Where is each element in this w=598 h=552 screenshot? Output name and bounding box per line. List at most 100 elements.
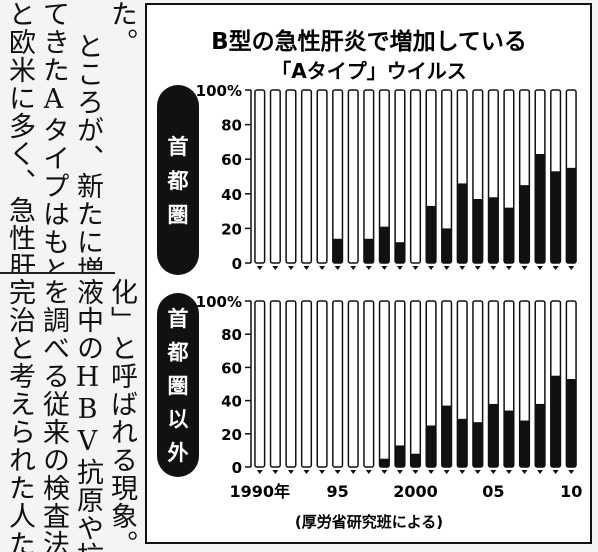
bar-outline [286,90,296,263]
y-tick-label: 40 [221,186,242,204]
bar-base-marker [490,470,496,474]
panel-label-char: 圏 [168,374,189,398]
bar-base-marker [366,470,372,474]
bar-base-marker [506,470,512,474]
bar-fill [504,208,514,263]
bar-base-marker [257,266,263,270]
bar-base-marker [397,470,403,474]
bar-base-marker [319,470,325,474]
bar-outline [317,301,327,467]
bar-base-marker [537,266,543,270]
bar-outline [333,301,343,467]
bar-base-marker [350,266,356,270]
bar-outline [364,301,374,467]
bar-base-marker [522,470,528,474]
bar-outline [348,301,358,467]
bar-base-marker [413,470,419,474]
bar-base-marker [304,266,310,270]
bar-base-marker [522,266,528,270]
y-tick-label: 0 [232,459,242,477]
bar-fill [551,171,561,263]
article-divider [0,272,115,274]
chart-source-note: (厚労省研究班による) [295,513,443,531]
bar-outline [333,90,343,263]
bar-fill [520,185,530,263]
chart-frame: B型の急性肝炎で増加している 「Aタイプ」ウイルス 首都圏 0 20 40 60 80 10… [145,3,592,544]
bar-base-marker [506,266,512,270]
bar-outline [411,90,421,263]
bar-base-marker [366,266,372,270]
bar-fill [489,197,499,263]
bar-outline [286,301,296,467]
bar-fill [395,445,405,467]
panel-label-char: 外 [168,441,189,465]
chart-title: B型の急性肝炎で増加している [211,28,527,55]
panel-label-char: 都 [167,341,189,365]
bar-outline [271,90,281,263]
x-tick-label: 1990年 [230,482,291,501]
bar-base-marker [444,266,450,270]
bar-base-marker [397,266,403,270]
bar-outline [395,301,405,467]
bar-fill [426,426,436,468]
panel-label-char: 首 [168,307,189,331]
bar-fill [442,406,452,467]
bar-outline [317,90,327,263]
x-tick-label: 95 [327,482,349,501]
article-text-top: た。 ところが、新たに増え てきたAタイプはもとも と欧米に多く、急性肝炎 [0,0,138,272]
y-tick-label: 60 [221,151,242,169]
bar-fill [333,239,343,263]
x-axis: 1990年 95 2000 05 10 [230,482,583,501]
bar-fill [489,404,499,467]
bar-base-marker [381,266,387,270]
bar-fill [457,419,467,467]
bar-base-marker [257,470,263,474]
bar-fill [457,183,467,263]
bar-base-marker [444,470,450,474]
bar-base-marker [490,266,496,270]
bar-outline [302,301,312,467]
bar-base-marker [568,266,574,270]
bar-fill [551,376,561,467]
bar-outline [348,90,358,263]
bar-fill [442,228,452,263]
bar-outline [271,301,281,467]
bar-fill [520,421,530,467]
bar-fill [473,199,483,263]
panel-label-char: 都 [167,169,189,193]
bar-fill [395,242,405,263]
bar-base-marker [459,266,465,270]
bar-outline [411,301,421,467]
bar-outline [380,301,390,467]
panel-label-char: 圏 [168,203,189,227]
bar-fill [535,404,545,467]
bar-base-marker [475,266,481,270]
bar-base-marker [288,266,294,270]
panel-label-char: 以 [168,408,189,432]
bar-fill [380,227,390,263]
bar-outline [255,301,265,467]
chart-subtitle: 「Aタイプ」ウイルス [271,59,466,83]
chart-canvas: B型の急性肝炎で増加している 「Aタイプ」ウイルス 首都圏02040608010… [147,5,590,542]
bar-fill [473,422,483,467]
bar-outline [255,90,265,263]
bar-base-marker [537,470,543,474]
y-tick-label: 100% [196,82,242,100]
bar-base-marker [428,470,434,474]
bar-outline [302,90,312,263]
panel-label-char: 首 [168,135,189,159]
bar-base-marker [428,266,434,270]
bar-base-marker [272,266,278,270]
bar-base-marker [288,470,294,474]
bar-base-marker [350,470,356,474]
bar-base-marker [553,470,559,474]
y-tick-label: 100% [196,293,242,311]
bar-fill [364,239,374,263]
bar-fill [380,459,390,467]
bar-fill [411,454,421,467]
bar-base-marker [335,266,341,270]
bar-base-marker [319,266,325,270]
bar-base-marker [568,470,574,474]
